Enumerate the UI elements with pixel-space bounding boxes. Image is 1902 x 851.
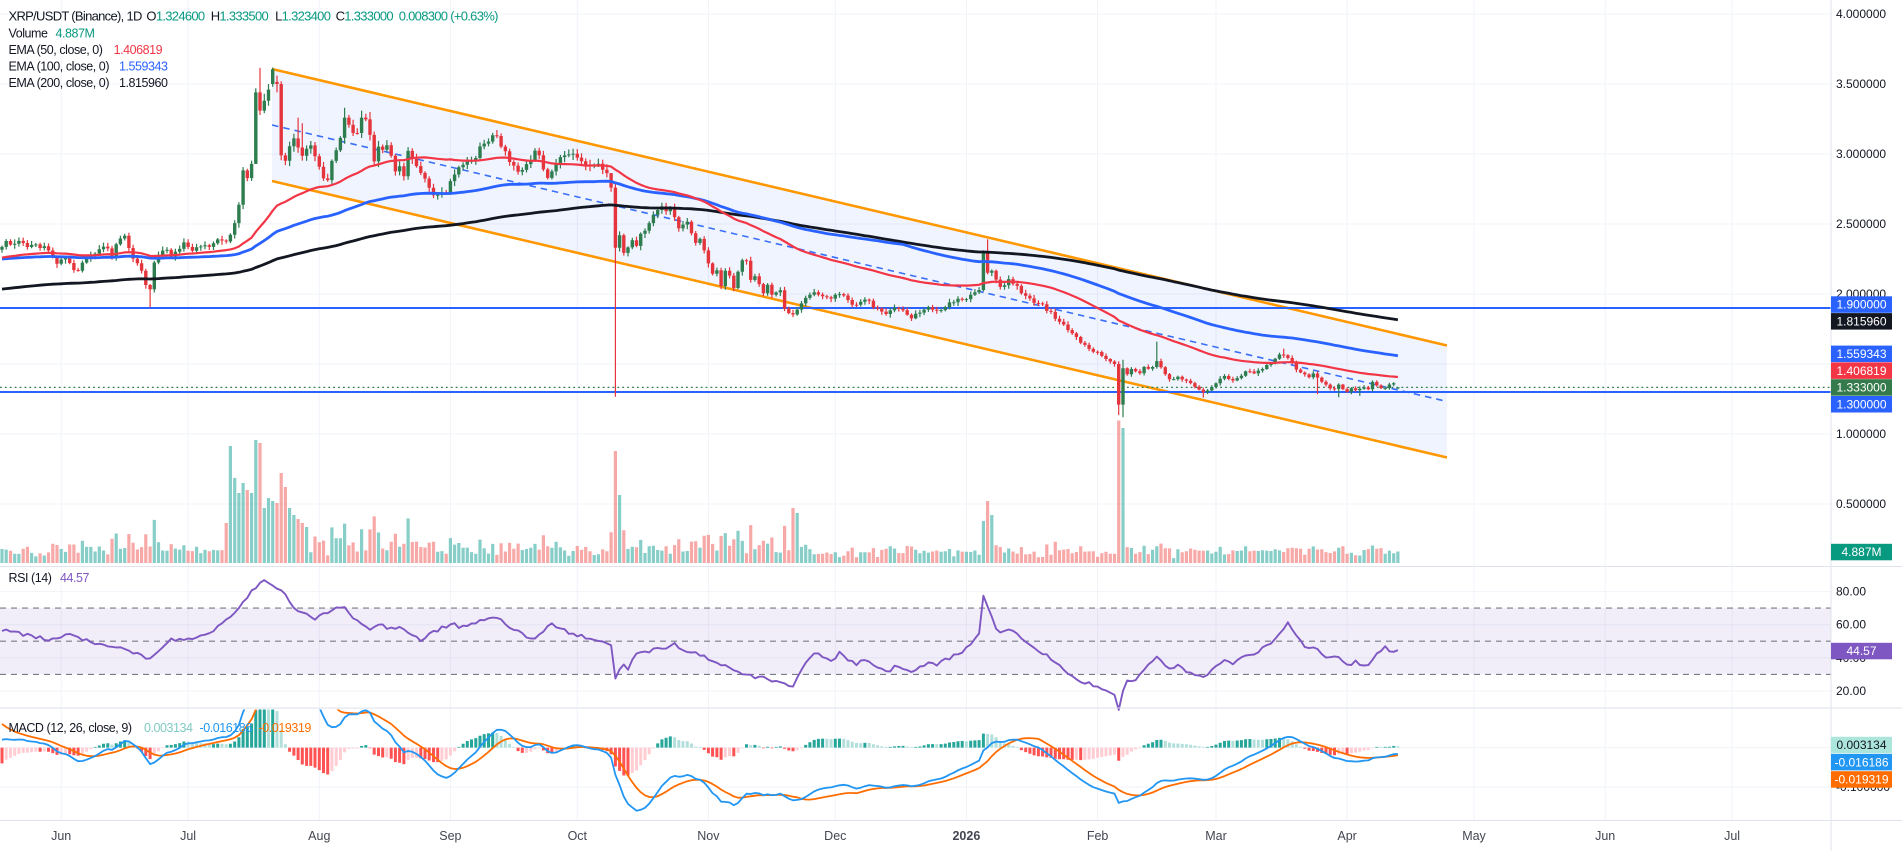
svg-text:Dec: Dec	[824, 829, 846, 843]
svg-text:Mar: Mar	[1205, 829, 1227, 843]
svg-text:-0.016186: -0.016186	[200, 721, 253, 735]
svg-text:Sep: Sep	[439, 829, 461, 843]
svg-text:1.815960: 1.815960	[119, 76, 168, 90]
svg-text:44.57: 44.57	[60, 571, 90, 585]
svg-text:1.900000: 1.900000	[1836, 298, 1886, 312]
svg-text:1.300000: 1.300000	[1836, 397, 1886, 411]
svg-text:Jun: Jun	[1595, 829, 1615, 843]
svg-text:Feb: Feb	[1087, 829, 1109, 843]
svg-text:0.003134: 0.003134	[1836, 738, 1886, 752]
svg-text:Jun: Jun	[51, 829, 71, 843]
svg-text:1.406819: 1.406819	[1836, 364, 1886, 378]
svg-text:1.815960: 1.815960	[1836, 315, 1886, 329]
svg-text:1.559343: 1.559343	[1836, 347, 1886, 361]
svg-text:Apr: Apr	[1337, 829, 1356, 843]
svg-text:4.887M: 4.887M	[1841, 545, 1881, 559]
svg-text:May: May	[1462, 829, 1486, 843]
svg-text:0.500000: 0.500000	[1836, 497, 1886, 511]
svg-text:L1.323400: L1.323400	[275, 8, 331, 23]
svg-text:XRP/USDT (Binance), 1D: XRP/USDT (Binance), 1D	[9, 8, 142, 23]
svg-text:0.008300 (+0.63%): 0.008300 (+0.63%)	[399, 8, 498, 23]
svg-text:-0.019319: -0.019319	[1834, 773, 1888, 787]
svg-text:4.887M: 4.887M	[56, 27, 95, 41]
svg-text:3.000000: 3.000000	[1836, 147, 1886, 161]
svg-text:1.406819: 1.406819	[114, 43, 163, 57]
svg-text:4.000000: 4.000000	[1836, 7, 1886, 21]
svg-text:60.00: 60.00	[1836, 618, 1866, 632]
svg-text:EMA (50, close, 0): EMA (50, close, 0)	[9, 43, 103, 57]
svg-text:Volume: Volume	[9, 27, 48, 41]
svg-text:80.00: 80.00	[1836, 585, 1866, 599]
svg-text:-0.019319: -0.019319	[259, 721, 312, 735]
svg-text:RSI (14): RSI (14)	[9, 571, 52, 585]
svg-text:2026: 2026	[952, 829, 980, 843]
svg-text:0.003134: 0.003134	[144, 721, 193, 735]
svg-text:MACD (12, 26, close, 9): MACD (12, 26, close, 9)	[9, 721, 132, 735]
svg-text:Aug: Aug	[308, 829, 330, 843]
svg-text:Nov: Nov	[697, 829, 720, 843]
svg-text:EMA (100, close, 0): EMA (100, close, 0)	[9, 60, 110, 74]
svg-text:EMA (200, close, 0): EMA (200, close, 0)	[9, 76, 110, 90]
svg-text:1.333000: 1.333000	[1836, 381, 1886, 395]
svg-text:-0.016186: -0.016186	[1834, 755, 1888, 769]
svg-text:44.57: 44.57	[1846, 644, 1876, 658]
svg-text:C1.333000: C1.333000	[336, 8, 394, 23]
svg-text:1.559343: 1.559343	[119, 60, 168, 74]
svg-text:3.500000: 3.500000	[1836, 77, 1886, 91]
svg-text:Jul: Jul	[1724, 829, 1740, 843]
svg-text:Oct: Oct	[568, 829, 588, 843]
svg-text:1.000000: 1.000000	[1836, 427, 1886, 441]
svg-text:2.500000: 2.500000	[1836, 217, 1886, 231]
svg-text:O1.324600: O1.324600	[146, 8, 205, 23]
svg-text:H1.333500: H1.333500	[211, 8, 269, 23]
svg-text:Jul: Jul	[180, 829, 196, 843]
svg-text:20.00: 20.00	[1836, 684, 1866, 698]
